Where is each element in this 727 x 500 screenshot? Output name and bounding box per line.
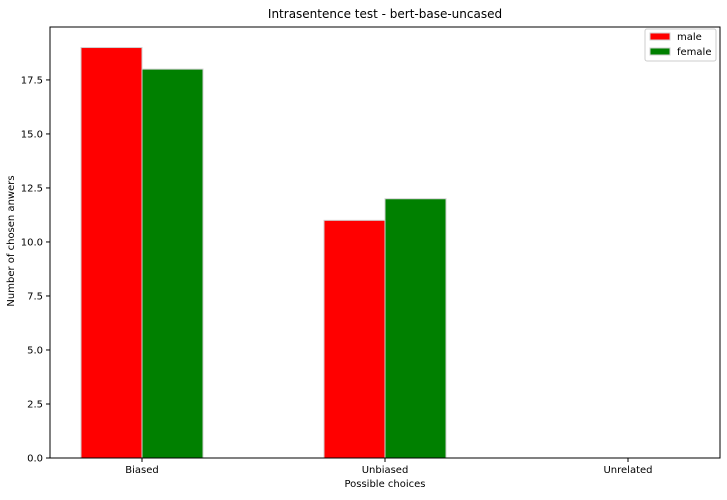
axes-group: 0.0 2.5 5.0 7.5 10.0 12.5 15.0 17.5 Biased Unbias… <box>21 26 721 476</box>
x-tick-label: Unrelated <box>603 465 652 476</box>
y-tick-label: 17.5 <box>21 75 43 86</box>
legend: male female <box>644 28 717 62</box>
x-tick-label: Unbiased <box>362 465 409 476</box>
legend-label-male: male <box>677 32 702 43</box>
y-tick-label: 12.5 <box>21 183 43 194</box>
bar-female-biased <box>141 68 204 459</box>
legend-label-female: female <box>677 47 711 58</box>
y-tick-label: 2.5 <box>27 399 43 410</box>
bar-female-unbiased <box>384 198 447 459</box>
x-tick-label: Biased <box>125 465 158 476</box>
legend-swatch-male <box>649 32 671 41</box>
y-tick-label: 0.0 <box>27 454 43 465</box>
x-axis-label: Possible choices <box>344 479 425 490</box>
y-tick-label: 5.0 <box>27 345 43 356</box>
bar-male-unbiased <box>323 219 386 459</box>
y-axis-label: Number of chosen anwers <box>6 175 17 306</box>
y-tick-label: 7.5 <box>27 291 43 302</box>
y-tick-label: 10.0 <box>21 237 43 248</box>
bar-male-biased <box>80 47 143 459</box>
bars-group <box>80 47 447 459</box>
legend-swatch-female <box>649 47 671 56</box>
chart-title: Intrasentence test - bert-base-uncased <box>268 7 502 21</box>
y-tick-label: 15.0 <box>21 129 43 140</box>
